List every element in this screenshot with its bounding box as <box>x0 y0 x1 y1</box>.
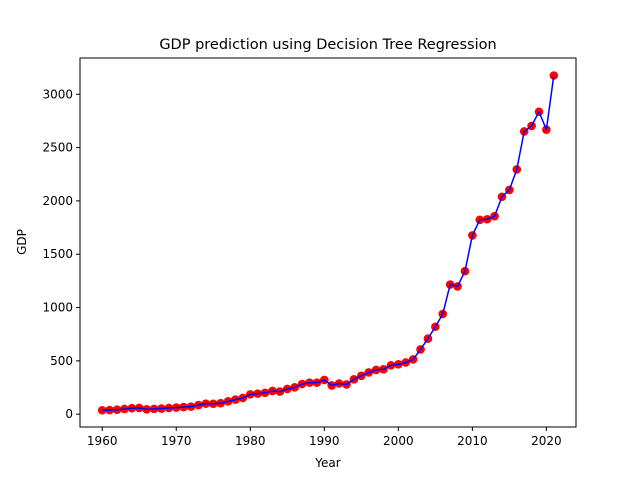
y-tick-label: 1500 <box>42 247 73 261</box>
y-tick-label: 500 <box>50 354 73 368</box>
y-tick-label: 3000 <box>42 87 73 101</box>
prediction-line <box>102 75 555 412</box>
x-tick-label: 1980 <box>235 434 266 448</box>
y-tick-label: 1000 <box>42 301 73 315</box>
x-tick-label: 2000 <box>383 434 414 448</box>
y-axis-label: GDP <box>15 229 29 255</box>
y-tick-label: 2500 <box>42 141 73 155</box>
x-tick-label: 2010 <box>457 434 488 448</box>
x-tick-label: 1970 <box>161 434 192 448</box>
axes-frame <box>79 57 577 428</box>
chart-title: GDP prediction using Decision Tree Regre… <box>159 37 496 53</box>
scatter-point <box>97 405 107 415</box>
x-axis-label: Year <box>314 456 340 470</box>
x-tick-label: 1990 <box>309 434 340 448</box>
x-tick-label: 2020 <box>531 434 562 448</box>
scatter-point <box>549 71 559 80</box>
x-tick-label: 1960 <box>87 434 118 448</box>
plot-marks <box>97 71 559 415</box>
y-tick-label: 2000 <box>42 194 73 208</box>
x-axis-ticks: 1960 1970 1980 1990 2000 2010 2020 <box>87 427 562 448</box>
y-axis-ticks: 0 500 1000 1500 2000 2500 3000 <box>42 87 80 421</box>
y-tick-label: 0 <box>65 407 73 421</box>
